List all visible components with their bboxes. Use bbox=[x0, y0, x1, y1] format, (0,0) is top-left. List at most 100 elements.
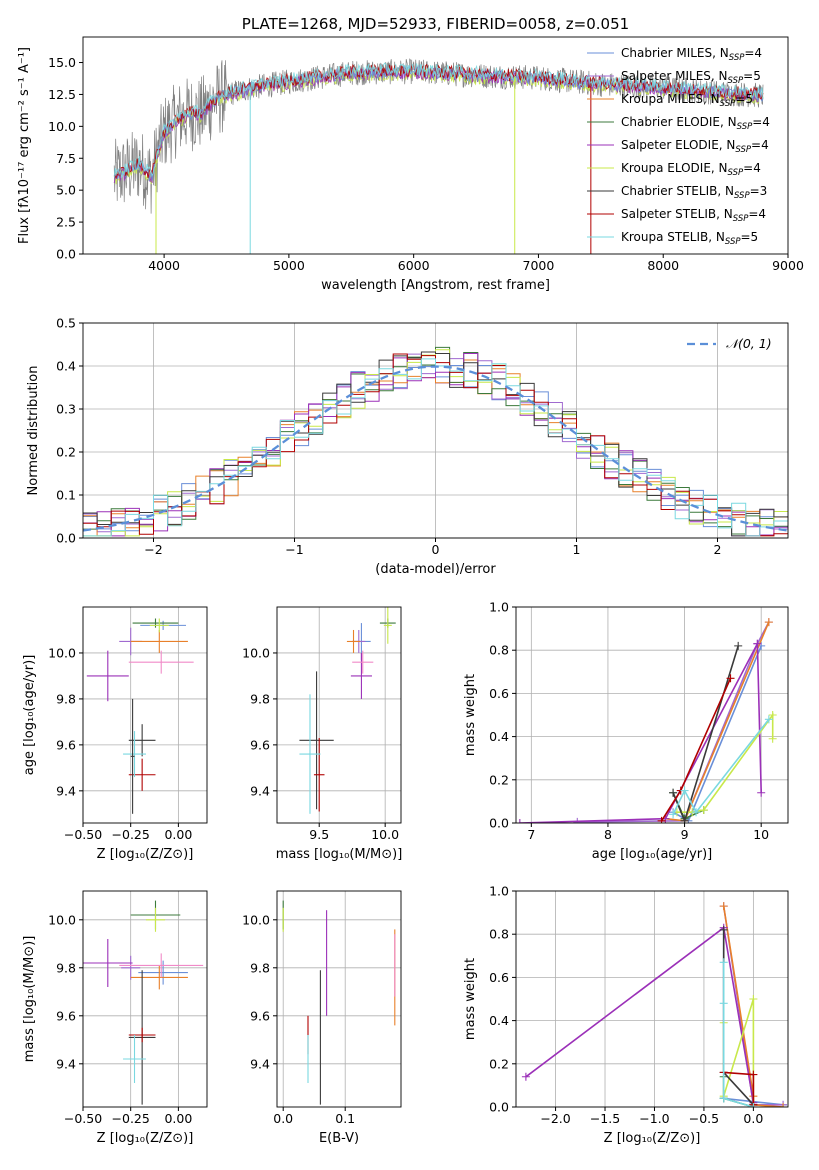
weight-marker bbox=[779, 1103, 788, 1107]
weight-marker bbox=[692, 808, 701, 817]
x-tick-label: −0.5 bbox=[689, 1111, 719, 1126]
weight-line bbox=[525, 926, 755, 1107]
x-axis-label: mass [log₁₀(M/M⊙)] bbox=[276, 847, 403, 862]
weight-marker bbox=[680, 786, 689, 795]
error-bar-point bbox=[86, 650, 129, 702]
y-tick-label: 10.0 bbox=[242, 912, 270, 927]
y-tick-label: 9.8 bbox=[56, 960, 76, 975]
x-tick-label: 1 bbox=[573, 542, 581, 557]
x-tick-label: 6000 bbox=[398, 258, 430, 273]
weight-marker bbox=[764, 715, 773, 724]
x-axis-label: wavelength [Angstrom, rest frame] bbox=[321, 278, 550, 293]
legend-subscript: SSP bbox=[733, 214, 749, 224]
error-bar-point bbox=[130, 698, 135, 814]
chart-mass_vs_Z: −0.50 −0.25 0.00 9.4 9.6 9.8 10.0 Z [log₁₀(Z/Z⊙… bbox=[22, 890, 208, 1146]
legend-value: =4 bbox=[751, 138, 769, 152]
y-tick-label: 0.5 bbox=[56, 316, 76, 331]
error-bar-point bbox=[299, 671, 334, 810]
legend-value: =3 bbox=[750, 184, 768, 198]
y-axis-label: mass weight bbox=[463, 674, 478, 756]
legend-value: =4 bbox=[743, 161, 761, 175]
weight-marker bbox=[719, 958, 728, 967]
x-tick-label: −0.50 bbox=[64, 827, 102, 842]
y-tick-label: 0.2 bbox=[489, 1056, 509, 1071]
chart-residuals: −2 −1 0 1 2 0.0 0.1 0.2 0.3 0.4 0.5 (data-model)/er… bbox=[26, 316, 789, 577]
x-tick-label: 9000 bbox=[772, 258, 804, 273]
chart-mass_vs_ebv: 0.0 0.1 9.4 9.6 9.8 10.0 E(B-V) bbox=[242, 890, 402, 1146]
x-tick-label: −1.5 bbox=[590, 1111, 620, 1126]
y-tick-label: 0.4 bbox=[489, 729, 509, 744]
plot-area bbox=[83, 346, 788, 537]
x-tick-label: 0 bbox=[432, 542, 440, 557]
plot-area bbox=[83, 900, 204, 1105]
y-tick-label: 9.8 bbox=[250, 691, 270, 706]
legend-label: Chabrier ELODIE, NSSP=4 bbox=[621, 115, 770, 132]
error-bar-point bbox=[130, 629, 188, 653]
y-tick-label: 9.4 bbox=[250, 783, 270, 798]
y-tick-label: 9.6 bbox=[56, 1008, 76, 1023]
error-bar-point bbox=[132, 618, 179, 628]
x-tick-label: −1 bbox=[285, 542, 303, 557]
x-tick-label: −0.25 bbox=[112, 827, 150, 842]
plot-area bbox=[299, 607, 396, 814]
x-tick-label: −1.0 bbox=[639, 1111, 669, 1126]
legend-subscript: SSP bbox=[728, 76, 744, 86]
error-bar-point bbox=[123, 731, 146, 778]
legend-value: =5 bbox=[735, 92, 753, 106]
chart-weight_vs_age: 7 8 9 10 0.0 0.2 0.4 0.6 0.8 1.0 age [log₁₀(age/yr… bbox=[463, 600, 789, 862]
x-tick-label: −2 bbox=[144, 542, 162, 557]
axes-frame bbox=[515, 890, 789, 1108]
chart-title: PLATE=1268, MJD=52933, FIBERID=0058, z=0… bbox=[242, 15, 629, 33]
x-tick-label: −2.0 bbox=[540, 1111, 570, 1126]
weight-marker bbox=[719, 902, 728, 911]
legend-value: =4 bbox=[748, 207, 766, 221]
y-tick-label: 5.0 bbox=[56, 183, 76, 198]
error-bar-point bbox=[128, 758, 156, 791]
weight-line bbox=[722, 962, 754, 1107]
chart-age_vs_Z: −0.50 −0.25 0.00 9.4 9.6 9.8 10.0 Z [log₁₀(Z/Z⊙… bbox=[22, 606, 208, 862]
legend-subscript: SSP bbox=[729, 53, 745, 63]
x-axis-label: Z [log₁₀(Z/Z⊙)] bbox=[97, 1131, 194, 1146]
histogram-step bbox=[83, 359, 788, 537]
legend: Chabrier MILES, NSSP=4 Salpeter MILES, NS… bbox=[587, 46, 770, 247]
error-bar-point bbox=[149, 618, 169, 633]
legend-value: =4 bbox=[752, 115, 770, 129]
legend-label: Chabrier MILES, NSSP=4 bbox=[621, 46, 762, 63]
y-axis-label: mass [log₁₀(M/M⊙)] bbox=[22, 936, 37, 1063]
y-tick-label: 9.6 bbox=[250, 1008, 270, 1023]
y-tick-label: 10.0 bbox=[48, 119, 76, 134]
y-tick-label: 0.6 bbox=[489, 970, 509, 985]
legend-label: Chabrier STELIB, NSSP=3 bbox=[621, 184, 767, 201]
weight-marker bbox=[719, 1094, 728, 1103]
y-tick-label: 0.8 bbox=[489, 643, 509, 658]
x-tick-label: 7 bbox=[527, 827, 535, 842]
chart-age_vs_mass: 9.5 10.0 9.4 9.6 9.8 10.0 mass [log₁₀(M/M⊙)] bbox=[242, 606, 403, 862]
y-tick-label: 1.0 bbox=[489, 884, 509, 899]
legend-subscript: SSP bbox=[737, 122, 753, 132]
y-tick-label: 0.0 bbox=[489, 1100, 509, 1115]
x-tick-label: −0.25 bbox=[112, 1111, 150, 1126]
chart-spectrum: 4000 5000 6000 7000 8000 9000 0.0 2.5 5.0 7.5 10.0… bbox=[17, 36, 804, 293]
y-tick-label: 9.4 bbox=[250, 1056, 270, 1071]
chart-weight_vs_Z: −2.0 −1.5 −1.0 −0.5 0.0 0.0 0.2 0.4 0.6 0.8 1.0 Z [… bbox=[463, 884, 789, 1146]
legend-value: =5 bbox=[743, 69, 761, 83]
weight-marker bbox=[749, 1103, 758, 1107]
error-bar-point bbox=[350, 652, 372, 699]
weight-marker bbox=[669, 788, 678, 797]
error-bar-point bbox=[130, 965, 188, 990]
plot-area bbox=[282, 900, 396, 1105]
legend-label: Salpeter ELODIE, NSSP=4 bbox=[621, 138, 769, 155]
legend-value: =5 bbox=[741, 230, 759, 244]
y-tick-label: 10.0 bbox=[48, 645, 76, 660]
plot-area bbox=[113, 58, 764, 254]
weight-marker bbox=[516, 819, 524, 823]
x-axis-label: Z [log₁₀(Z/Z⊙)] bbox=[604, 1131, 701, 1146]
legend-subscript: SSP bbox=[734, 191, 750, 201]
axes-frame bbox=[82, 36, 789, 255]
error-bar-point bbox=[138, 960, 188, 985]
x-tick-label: 0.0 bbox=[743, 1111, 763, 1126]
axes-frame bbox=[82, 890, 208, 1108]
weight-marker bbox=[699, 806, 708, 815]
error-bar-point bbox=[128, 724, 156, 757]
legend-label: 𝒩(0, 1) bbox=[726, 336, 772, 351]
